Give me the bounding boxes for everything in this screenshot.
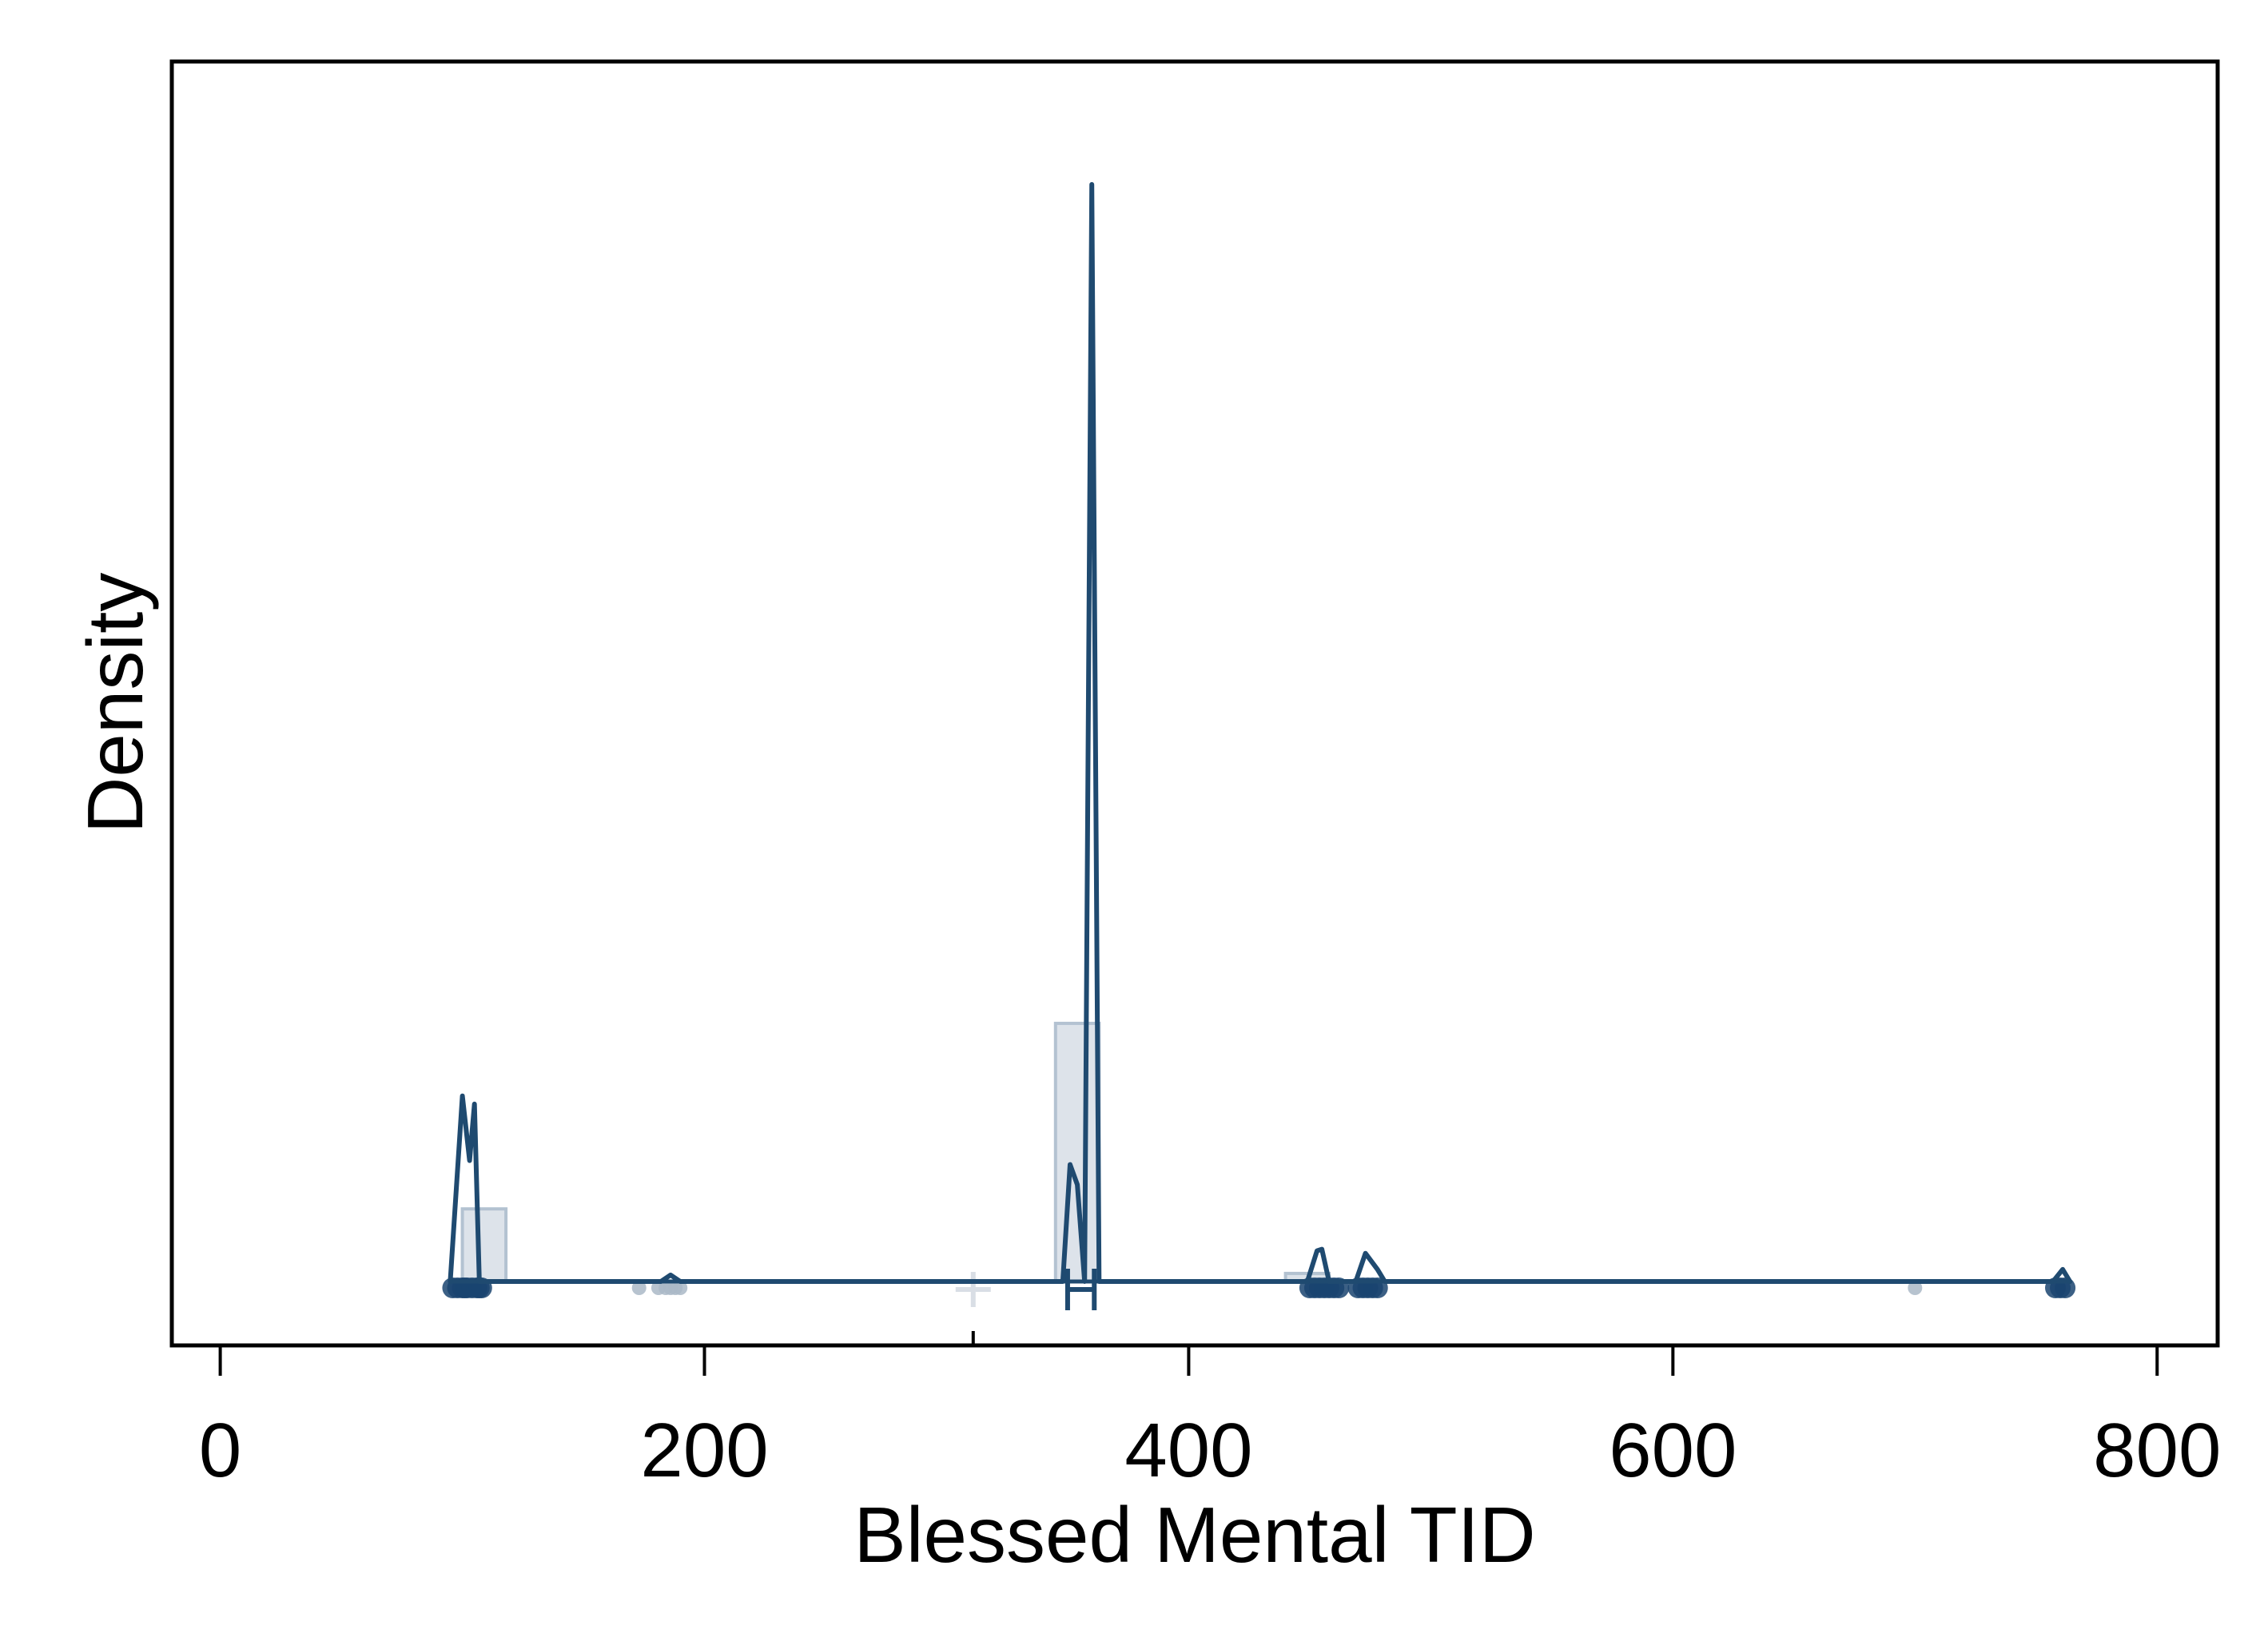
x-tick-label-3: 600 xyxy=(1609,1408,1737,1493)
x-axis: 0 200 400 600 800 xyxy=(199,1345,2221,1493)
density-curve-layer xyxy=(448,181,2073,1284)
rug-point-9 xyxy=(631,1281,647,1295)
histogram-bar-1 xyxy=(1053,1021,1101,1284)
x-axis-title: Blessed Mental TID xyxy=(853,1491,1535,1579)
x-tick-label-1: 200 xyxy=(640,1408,768,1493)
histogram-bars xyxy=(460,1021,1331,1284)
density-curve xyxy=(448,181,2073,1284)
x-tick-label-0: 0 xyxy=(199,1408,241,1493)
rug-point-27 xyxy=(1908,1281,1923,1295)
x-tick-label-4: 800 xyxy=(2093,1408,2221,1493)
boxplot-summary xyxy=(955,1269,1097,1345)
histogram-bar-0 xyxy=(460,1207,508,1283)
plot-frame xyxy=(169,59,2220,1348)
y-axis-title: Density xyxy=(71,573,159,834)
rug-point-14 xyxy=(673,1281,688,1295)
x-tick-label-2: 400 xyxy=(1124,1408,1252,1493)
